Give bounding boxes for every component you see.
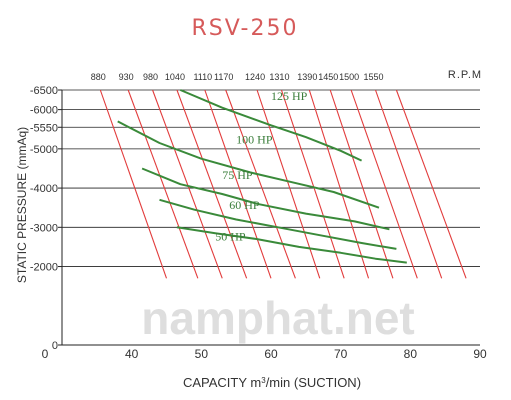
rpm-tick-label-9: 1450	[318, 72, 338, 82]
rpm-line-4	[204, 89, 272, 279]
x-axis-label: CAPACITY m3/min (SUCTION)	[183, 375, 361, 390]
y-axis-label: STATIC PRESSURE (mmAq)	[15, 127, 29, 283]
rpm-line-0	[99, 89, 168, 279]
x-tick-label-0: 0	[42, 347, 49, 361]
rpm-line-7	[280, 89, 345, 279]
x-tick-label-4: 70	[334, 347, 348, 361]
hp-curve-1	[117, 120, 380, 209]
x-axis-label-suffix: /min (SUCTION)	[266, 375, 361, 390]
hp-label-1: 100 HP	[236, 133, 273, 147]
x-tick-label-2: 50	[195, 347, 209, 361]
hp-label-2: 75 HP	[222, 168, 253, 182]
y-axis-ticks: -6500 -6000 -5550 -5000 -4000 -3000 -2000 0	[30, 85, 62, 352]
y-tick-label-0: -6500	[30, 85, 58, 97]
chart-title: RSV-250	[192, 16, 299, 41]
rpm-tick-label-7: 1310	[269, 72, 289, 82]
y-tick-label-5: -3000	[30, 222, 58, 234]
hp-curves	[117, 89, 407, 264]
hp-label-3: 60 HP	[229, 198, 260, 212]
rpm-tick-label-8: 1390	[297, 72, 317, 82]
rpm-tick-label-1: 930	[119, 72, 134, 82]
rpm-line-8	[308, 89, 370, 279]
rpm-tick-label-3: 1040	[165, 72, 185, 82]
x-axis-ticks: 0 40 50 60 70 80 90	[42, 347, 487, 361]
rpm-tick-label-11: 1550	[363, 72, 383, 82]
hp-curve-2	[141, 167, 390, 231]
x-tick-label-6: 90	[473, 347, 487, 361]
rpm-line-6	[256, 89, 321, 279]
rpm-tick-label-5: 1170	[214, 72, 233, 82]
x-tick-label-5: 80	[404, 347, 418, 361]
hp-curve-4	[176, 226, 407, 264]
y-tick-label-4: -4000	[30, 183, 58, 195]
hp-labels: 125 HP 100 HP 75 HP 60 HP 50 HP	[215, 89, 307, 244]
rpm-lines	[99, 89, 467, 279]
rpm-line-5	[225, 89, 296, 279]
x-axis-label-prefix: CAPACITY m	[183, 375, 261, 390]
rpm-tick-label-4: 1110	[193, 72, 212, 82]
rpm-line-1	[127, 89, 199, 279]
rpm-line-11	[374, 89, 443, 279]
y-tick-label-7: 0	[52, 340, 58, 352]
rpm-tick-label-0: 880	[91, 72, 106, 82]
y-tick-label-6: -2000	[30, 262, 58, 274]
rpm-tick-label-2: 980	[143, 72, 158, 82]
rpm-line-10	[350, 89, 418, 279]
x-tick-label-1: 40	[125, 347, 139, 361]
x-tick-label-3: 60	[264, 347, 278, 361]
grid-lines	[61, 89, 480, 346]
hp-label-0: 125 HP	[271, 89, 308, 103]
rpm-tick-labels: 880 930 980 1040 1110 1170 1240 1310 1390 1450 150…	[91, 72, 384, 82]
rpm-line-2	[152, 89, 223, 279]
watermark: namphat.net	[141, 292, 414, 344]
rpm-tick-label-6: 1240	[245, 72, 265, 82]
rpm-line-12	[395, 89, 467, 279]
rpm-axis-label: R.P.M	[448, 69, 482, 81]
hp-label-4: 50 HP	[215, 230, 246, 244]
hp-curve-3	[159, 198, 397, 250]
rpm-line-3	[176, 89, 248, 279]
y-tick-label-3: -5000	[30, 144, 58, 156]
x-axis-label-sup: 3	[261, 376, 266, 385]
rpm-tick-label-10: 1500	[339, 72, 359, 82]
y-tick-label-2: -5550	[30, 122, 58, 134]
y-tick-label-1: -6000	[30, 105, 58, 117]
hp-curve-0	[180, 89, 363, 162]
